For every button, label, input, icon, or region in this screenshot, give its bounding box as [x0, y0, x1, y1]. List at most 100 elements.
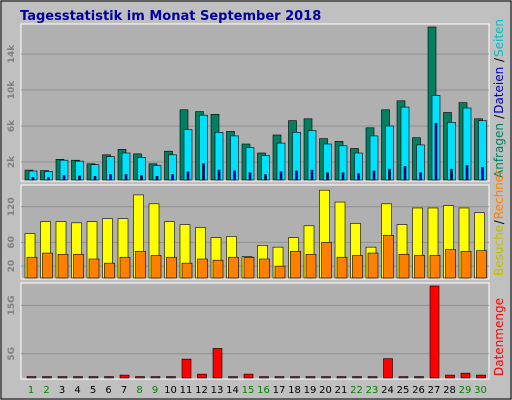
rechner-bar: [135, 251, 146, 279]
requests-tick-label: 6k: [7, 119, 17, 132]
rechner-bar: [460, 251, 472, 279]
datenmenge-bar: [228, 376, 238, 379]
seiten-bar: [279, 171, 283, 181]
visits-tick-label: 120: [7, 197, 17, 216]
seiten-bar: [78, 175, 81, 181]
day-label: 21: [335, 385, 348, 396]
rechner-bar: [414, 255, 425, 279]
day-axis-labels: 1 2 3 4 5 6 7 8 9 10 11 12 13 14 15 16 17 18 19 20 21 22 23 24 2…: [28, 385, 487, 396]
rechner-bar: [274, 265, 286, 279]
seiten-bar: [233, 170, 236, 181]
visits-tick-label: 60: [7, 236, 17, 249]
rechner-bar: [166, 256, 177, 279]
rechner-bar: [398, 253, 410, 279]
rechner-bar: [290, 251, 301, 279]
datenmenge-bar: [135, 376, 145, 379]
rechner-bar: [88, 258, 100, 279]
day-label: 24: [381, 385, 394, 396]
chart-title: Tagesstatistik im Monat September 2018: [20, 9, 321, 24]
datenmenge-bar: [321, 376, 331, 379]
requests-panel: 2k 6k 10k 14k: [7, 23, 490, 182]
rechner-bar: [42, 252, 53, 279]
seiten-bar: [465, 165, 469, 181]
datenmenge-bar: [259, 376, 269, 379]
seiten-bar: [248, 172, 252, 181]
seiten-bar: [388, 168, 391, 181]
volume-gridlines: [21, 304, 489, 355]
day-label: 1: [28, 385, 34, 396]
day-label: 19: [304, 385, 317, 396]
requests-tick-label: 14k: [7, 44, 17, 64]
seiten-bar: [341, 172, 345, 181]
rechner-bar: [352, 255, 363, 279]
day-label: 23: [366, 385, 379, 396]
seiten-bar: [481, 167, 484, 181]
datenmenge-bar: [26, 376, 37, 379]
middle-legend-separator: /: [492, 219, 506, 224]
middle-legend-item: Rechner: [492, 170, 506, 219]
datenmenge-bar: [429, 285, 440, 379]
volume-tick-label: 5G: [7, 347, 17, 361]
datenmenge-bar: [150, 376, 161, 379]
upper-legend-separator: /: [492, 114, 506, 119]
rechner-bar: [26, 256, 38, 279]
rechner-bar: [57, 253, 69, 279]
rechner-bar: [228, 256, 239, 279]
datenmenge-bar: [73, 376, 83, 379]
seiten-bar: [295, 170, 298, 181]
middle-legend-item: Besuche: [492, 225, 506, 276]
seiten-bar: [450, 168, 453, 181]
day-label: 5: [90, 385, 96, 396]
rechner-bar: [336, 256, 348, 279]
datenmenge-bar: [398, 376, 409, 379]
day-label: 11: [180, 385, 193, 396]
seiten-bar: [419, 172, 422, 181]
datenmenge-bar: [212, 348, 223, 379]
day-label: 16: [257, 385, 270, 396]
rechner-bar: [259, 258, 270, 279]
day-label: 14: [226, 385, 239, 396]
datenmenge-bar: [243, 373, 254, 379]
datenmenge-bar: [88, 376, 99, 379]
requests-tick-label: 2k: [7, 155, 17, 168]
day-label: 10: [164, 385, 177, 396]
volume-tick-label: 15G: [7, 295, 17, 315]
rechner-bar: [383, 234, 394, 279]
day-label: 28: [443, 385, 456, 396]
legends: Anfragen/Dateien/SeitenBesuche/RechnerDa…: [492, 19, 506, 376]
seiten-bar: [217, 169, 221, 181]
seiten-bar: [109, 174, 112, 181]
rechner-bar: [104, 262, 115, 279]
datenmenge-bar: [352, 376, 362, 379]
day-label: 12: [195, 385, 208, 396]
datenmenge-bar: [119, 374, 130, 379]
requests-bars: [24, 26, 487, 181]
requests-tick-labels: 2k 6k 10k 14k: [7, 44, 17, 168]
seiten-bar: [31, 177, 35, 181]
seiten-bar: [264, 174, 267, 181]
seiten-bar: [372, 170, 376, 181]
datenmenge-bar: [305, 376, 316, 379]
rechner-bar: [197, 258, 208, 279]
seiten-bar: [326, 172, 329, 181]
datenmenge-bar: [336, 376, 347, 379]
rechner-bar: [445, 249, 456, 279]
day-label: 17: [273, 385, 286, 396]
seiten-bar: [93, 176, 97, 181]
datenmenge-bar: [42, 376, 52, 379]
volume-tick-labels: 5G 15G: [7, 295, 17, 360]
day-label: 30: [474, 385, 487, 396]
rechner-bar: [243, 256, 255, 279]
day-label: 22: [350, 385, 363, 396]
seiten-bar: [62, 175, 66, 181]
seiten-bar: [124, 174, 128, 181]
requests-tick-label: 10k: [7, 80, 17, 100]
visits-panel: 20 60 120: [7, 184, 490, 280]
datenmenge-bar: [367, 376, 378, 379]
seiten-bar: [155, 176, 159, 181]
datenmenge-bar: [290, 376, 300, 379]
upper-legend-item: Seiten: [492, 19, 506, 57]
day-label: 15: [242, 385, 255, 396]
rechner-bar: [305, 253, 317, 279]
